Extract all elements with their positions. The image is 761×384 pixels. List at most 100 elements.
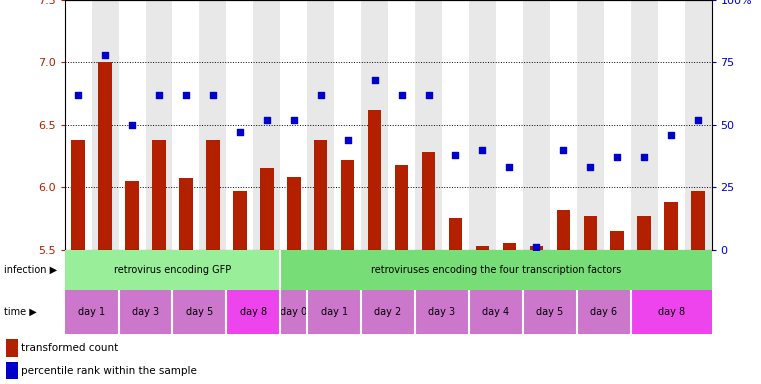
Bar <box>253 0 280 250</box>
Bar <box>307 290 361 334</box>
Bar <box>523 290 577 334</box>
Point <box>314 92 326 98</box>
Text: day 3: day 3 <box>428 307 456 317</box>
Text: infection ▶: infection ▶ <box>4 265 57 275</box>
Bar <box>334 0 361 250</box>
Bar <box>280 250 712 290</box>
Bar <box>314 140 327 250</box>
Bar <box>610 231 624 250</box>
Bar <box>206 140 220 250</box>
Point <box>234 129 246 136</box>
Point <box>692 117 704 123</box>
Bar <box>65 0 91 250</box>
Point <box>450 152 462 158</box>
Text: transformed count: transformed count <box>21 343 119 353</box>
Bar <box>603 0 631 250</box>
Text: day 5: day 5 <box>186 307 213 317</box>
Point <box>503 164 515 170</box>
Bar <box>199 0 227 250</box>
Point <box>342 137 354 143</box>
Bar <box>6 362 18 379</box>
Text: day 8: day 8 <box>240 307 267 317</box>
Bar <box>631 0 658 250</box>
Bar <box>550 0 577 250</box>
Bar <box>72 140 85 250</box>
Text: percentile rank within the sample: percentile rank within the sample <box>21 366 197 376</box>
Point <box>476 147 489 153</box>
Point <box>638 154 650 161</box>
Bar <box>361 0 388 250</box>
Point <box>368 77 380 83</box>
Bar <box>691 191 705 250</box>
Bar <box>287 177 301 250</box>
Bar <box>126 181 139 250</box>
Bar <box>449 218 462 250</box>
Point <box>207 92 219 98</box>
Bar <box>173 290 227 334</box>
Text: retroviruses encoding the four transcription factors: retroviruses encoding the four transcrip… <box>371 265 621 275</box>
Bar <box>638 216 651 250</box>
Point <box>557 147 569 153</box>
Text: day 8: day 8 <box>658 307 685 317</box>
Bar <box>584 216 597 250</box>
Bar <box>577 290 631 334</box>
Text: day 1: day 1 <box>78 307 105 317</box>
Bar <box>227 0 253 250</box>
Bar <box>658 0 685 250</box>
Text: day 5: day 5 <box>537 307 563 317</box>
Bar <box>65 250 280 290</box>
Point <box>261 117 273 123</box>
Bar <box>280 290 307 334</box>
Bar <box>361 290 415 334</box>
Point <box>530 244 543 250</box>
Bar <box>469 0 496 250</box>
Bar <box>260 169 273 250</box>
Bar <box>280 0 307 250</box>
Text: retrovirus encoding GFP: retrovirus encoding GFP <box>114 265 231 275</box>
Text: day 4: day 4 <box>482 307 509 317</box>
Point <box>99 52 111 58</box>
Bar <box>173 0 199 250</box>
Bar <box>233 191 247 250</box>
Bar <box>496 0 523 250</box>
Bar <box>91 0 119 250</box>
Bar <box>145 0 173 250</box>
Text: day 2: day 2 <box>374 307 402 317</box>
Bar <box>523 0 550 250</box>
Point <box>422 92 435 98</box>
Bar <box>577 0 603 250</box>
Point <box>665 132 677 138</box>
Bar <box>395 165 409 250</box>
Bar <box>65 290 119 334</box>
Point <box>584 164 597 170</box>
Bar <box>180 179 193 250</box>
Point <box>72 92 84 98</box>
Bar <box>664 202 678 250</box>
Bar <box>98 62 112 250</box>
Bar <box>119 0 145 250</box>
Point <box>288 117 300 123</box>
Bar <box>631 290 712 334</box>
Bar <box>307 0 334 250</box>
Bar <box>685 0 712 250</box>
Text: day 3: day 3 <box>132 307 159 317</box>
Bar <box>6 339 18 356</box>
Bar <box>442 0 469 250</box>
Bar <box>368 110 381 250</box>
Point <box>126 122 139 128</box>
Point <box>180 92 192 98</box>
Bar <box>530 246 543 250</box>
Bar <box>469 290 523 334</box>
Bar <box>503 243 516 250</box>
Bar <box>227 290 280 334</box>
Bar <box>152 140 166 250</box>
Bar <box>422 152 435 250</box>
Point <box>153 92 165 98</box>
Text: day 6: day 6 <box>591 307 617 317</box>
Point <box>611 154 623 161</box>
Bar <box>415 0 442 250</box>
Bar <box>556 210 570 250</box>
Bar <box>341 160 355 250</box>
Bar <box>415 290 469 334</box>
Bar <box>119 290 173 334</box>
